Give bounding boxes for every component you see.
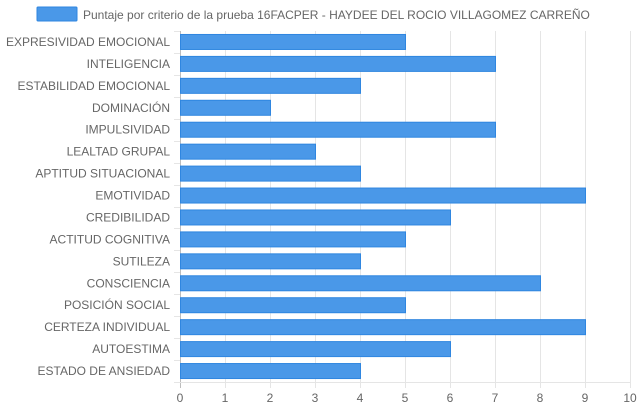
x-tick-label: 7 — [492, 391, 499, 405]
legend-swatch — [36, 6, 78, 22]
category-labels: EXPRESIVIDAD EMOCIONAL INTELIGENCIA ESTABI… — [6, 35, 170, 378]
bar[interactable] — [180, 165, 361, 182]
x-tick-label: 5 — [402, 391, 409, 405]
x-axis-ticks: 0 1 2 3 4 5 6 7 8 9 10 — [177, 391, 637, 405]
category-label: EXPRESIVIDAD EMOCIONAL — [6, 35, 170, 49]
bar[interactable] — [180, 297, 406, 314]
category-label: POSICIÓN SOCIAL — [64, 297, 170, 312]
category-label: SUTILEZA — [113, 254, 170, 268]
bar[interactable] — [180, 77, 361, 94]
x-tick-label: 0 — [177, 391, 184, 405]
bar[interactable] — [180, 275, 541, 292]
bar[interactable] — [180, 187, 586, 204]
x-tick-label: 2 — [267, 391, 274, 405]
bar[interactable] — [180, 253, 361, 270]
legend-label: Puntaje por criterio de la prueba 16FACP… — [83, 8, 590, 22]
category-label: CERTEZA INDIVIDUAL — [44, 320, 170, 334]
bar[interactable] — [180, 55, 496, 72]
category-label: LEALTAD GRUPAL — [67, 145, 171, 159]
category-label: ESTADO DE ANSIEDAD — [38, 364, 171, 378]
x-tick-label: 3 — [312, 391, 319, 405]
category-label: INTELIGENCIA — [87, 57, 170, 71]
x-tick-label: 1 — [222, 391, 229, 405]
category-label: CREDIBILIDAD — [86, 210, 170, 224]
x-tick-label: 10 — [623, 391, 637, 405]
x-tick-label: 6 — [447, 391, 454, 405]
bar[interactable] — [180, 99, 271, 116]
category-label: IMPULSIVIDAD — [85, 123, 170, 137]
bar[interactable] — [180, 363, 361, 380]
bar[interactable] — [180, 143, 316, 160]
bar[interactable] — [180, 231, 406, 248]
x-tick-label: 9 — [582, 391, 589, 405]
bar[interactable] — [180, 341, 451, 358]
category-label: ACTITUD COGNITIVA — [50, 232, 170, 246]
x-tick-label: 8 — [537, 391, 544, 405]
category-label: ESTABILIDAD EMOCIONAL — [18, 79, 171, 93]
category-label: DOMINACIÓN — [92, 100, 170, 115]
bar[interactable] — [180, 209, 451, 226]
category-label: CONSCIENCIA — [87, 276, 170, 290]
bar[interactable] — [180, 33, 406, 50]
bars — [180, 33, 586, 380]
category-label: AUTOESTIMA — [92, 342, 170, 356]
legend[interactable]: Puntaje por criterio de la prueba 16FACP… — [36, 6, 590, 22]
category-label: EMOTIVIDAD — [95, 189, 170, 203]
category-label: APTITUD SITUACIONAL — [35, 167, 170, 181]
x-tick-label: 4 — [357, 391, 364, 405]
bar[interactable] — [180, 319, 586, 336]
bar[interactable] — [180, 121, 496, 138]
